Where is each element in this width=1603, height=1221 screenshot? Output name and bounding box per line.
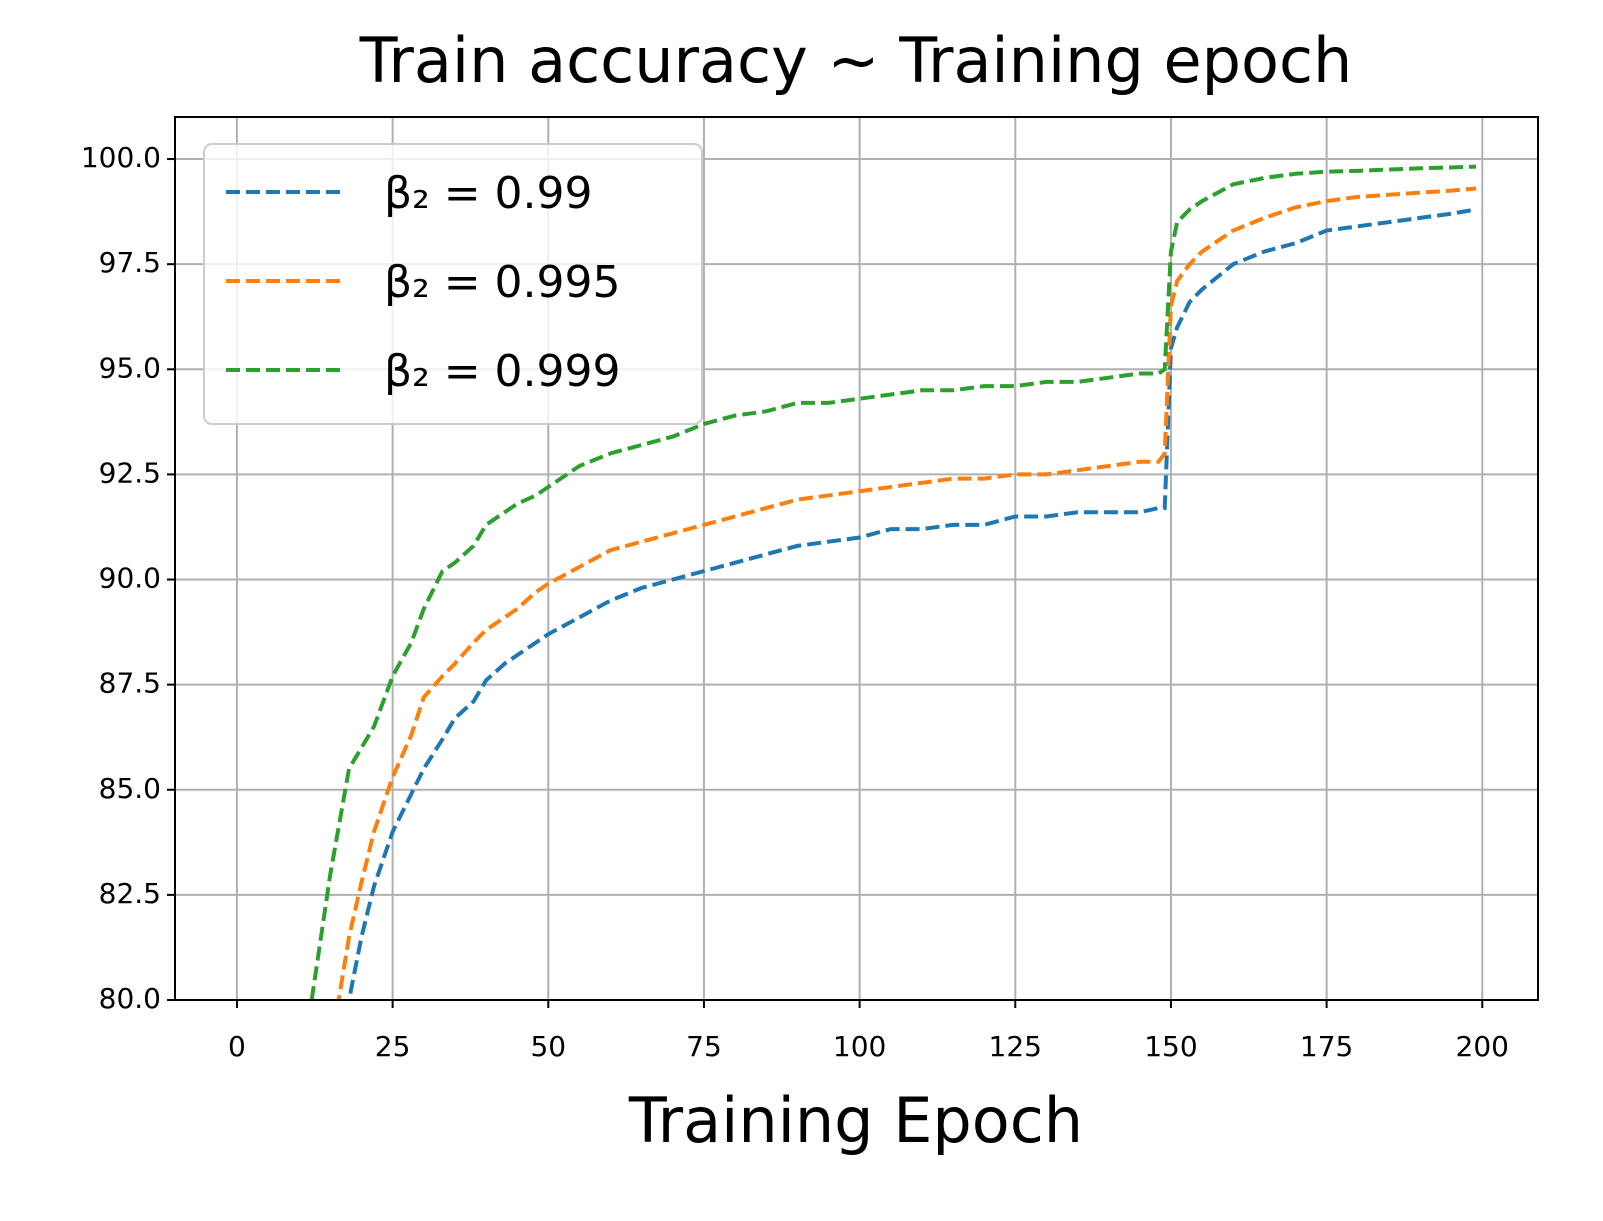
y-tick-label: 80.0 — [99, 982, 161, 1015]
x-tick-label: 0 — [228, 1030, 246, 1063]
legend-label: β₂ = 0.99 — [384, 168, 593, 219]
y-tick-label: 100.0 — [81, 141, 161, 174]
x-tick-label: 25 — [375, 1030, 411, 1063]
x-tick-label: 50 — [530, 1030, 566, 1063]
chart-title: Train accuracy ~ Training epoch — [359, 24, 1353, 97]
series-line — [347, 207, 1477, 1000]
x-tick-label: 200 — [1456, 1030, 1509, 1063]
y-tick-label: 82.5 — [99, 877, 161, 910]
x-axis-label: Training Epoch — [628, 1084, 1083, 1157]
y-tick-label: 87.5 — [99, 667, 161, 700]
y-tick-label: 90.0 — [99, 562, 161, 595]
x-tick-label: 125 — [989, 1030, 1042, 1063]
y-tick-label: 95.0 — [99, 351, 161, 384]
legend: β₂ = 0.99 β₂ = 0.995 β₂ = 0.999 — [203, 143, 703, 425]
lines — [309, 164, 1477, 1000]
x-tick-label: 175 — [1300, 1030, 1353, 1063]
x-tick-label: 150 — [1144, 1030, 1197, 1063]
y-tick-label: 92.5 — [99, 456, 161, 489]
legend-label: β₂ = 0.999 — [384, 346, 621, 397]
x-tick-label: 75 — [686, 1030, 722, 1063]
series-line — [309, 164, 1477, 1000]
plot-frame — [174, 116, 1539, 1001]
y-tick-label: 97.5 — [99, 246, 161, 279]
series-line — [336, 186, 1477, 1000]
legend-box — [203, 143, 703, 425]
grid: 80.0 82.5 85.0 87.5 90.0 92.5 95.0 97.5 100.0 0 25… — [81, 117, 1538, 1063]
legend-label: β₂ = 0.995 — [384, 257, 621, 308]
y-tick-label: 85.0 — [99, 772, 161, 805]
x-tick-label: 100 — [833, 1030, 886, 1063]
